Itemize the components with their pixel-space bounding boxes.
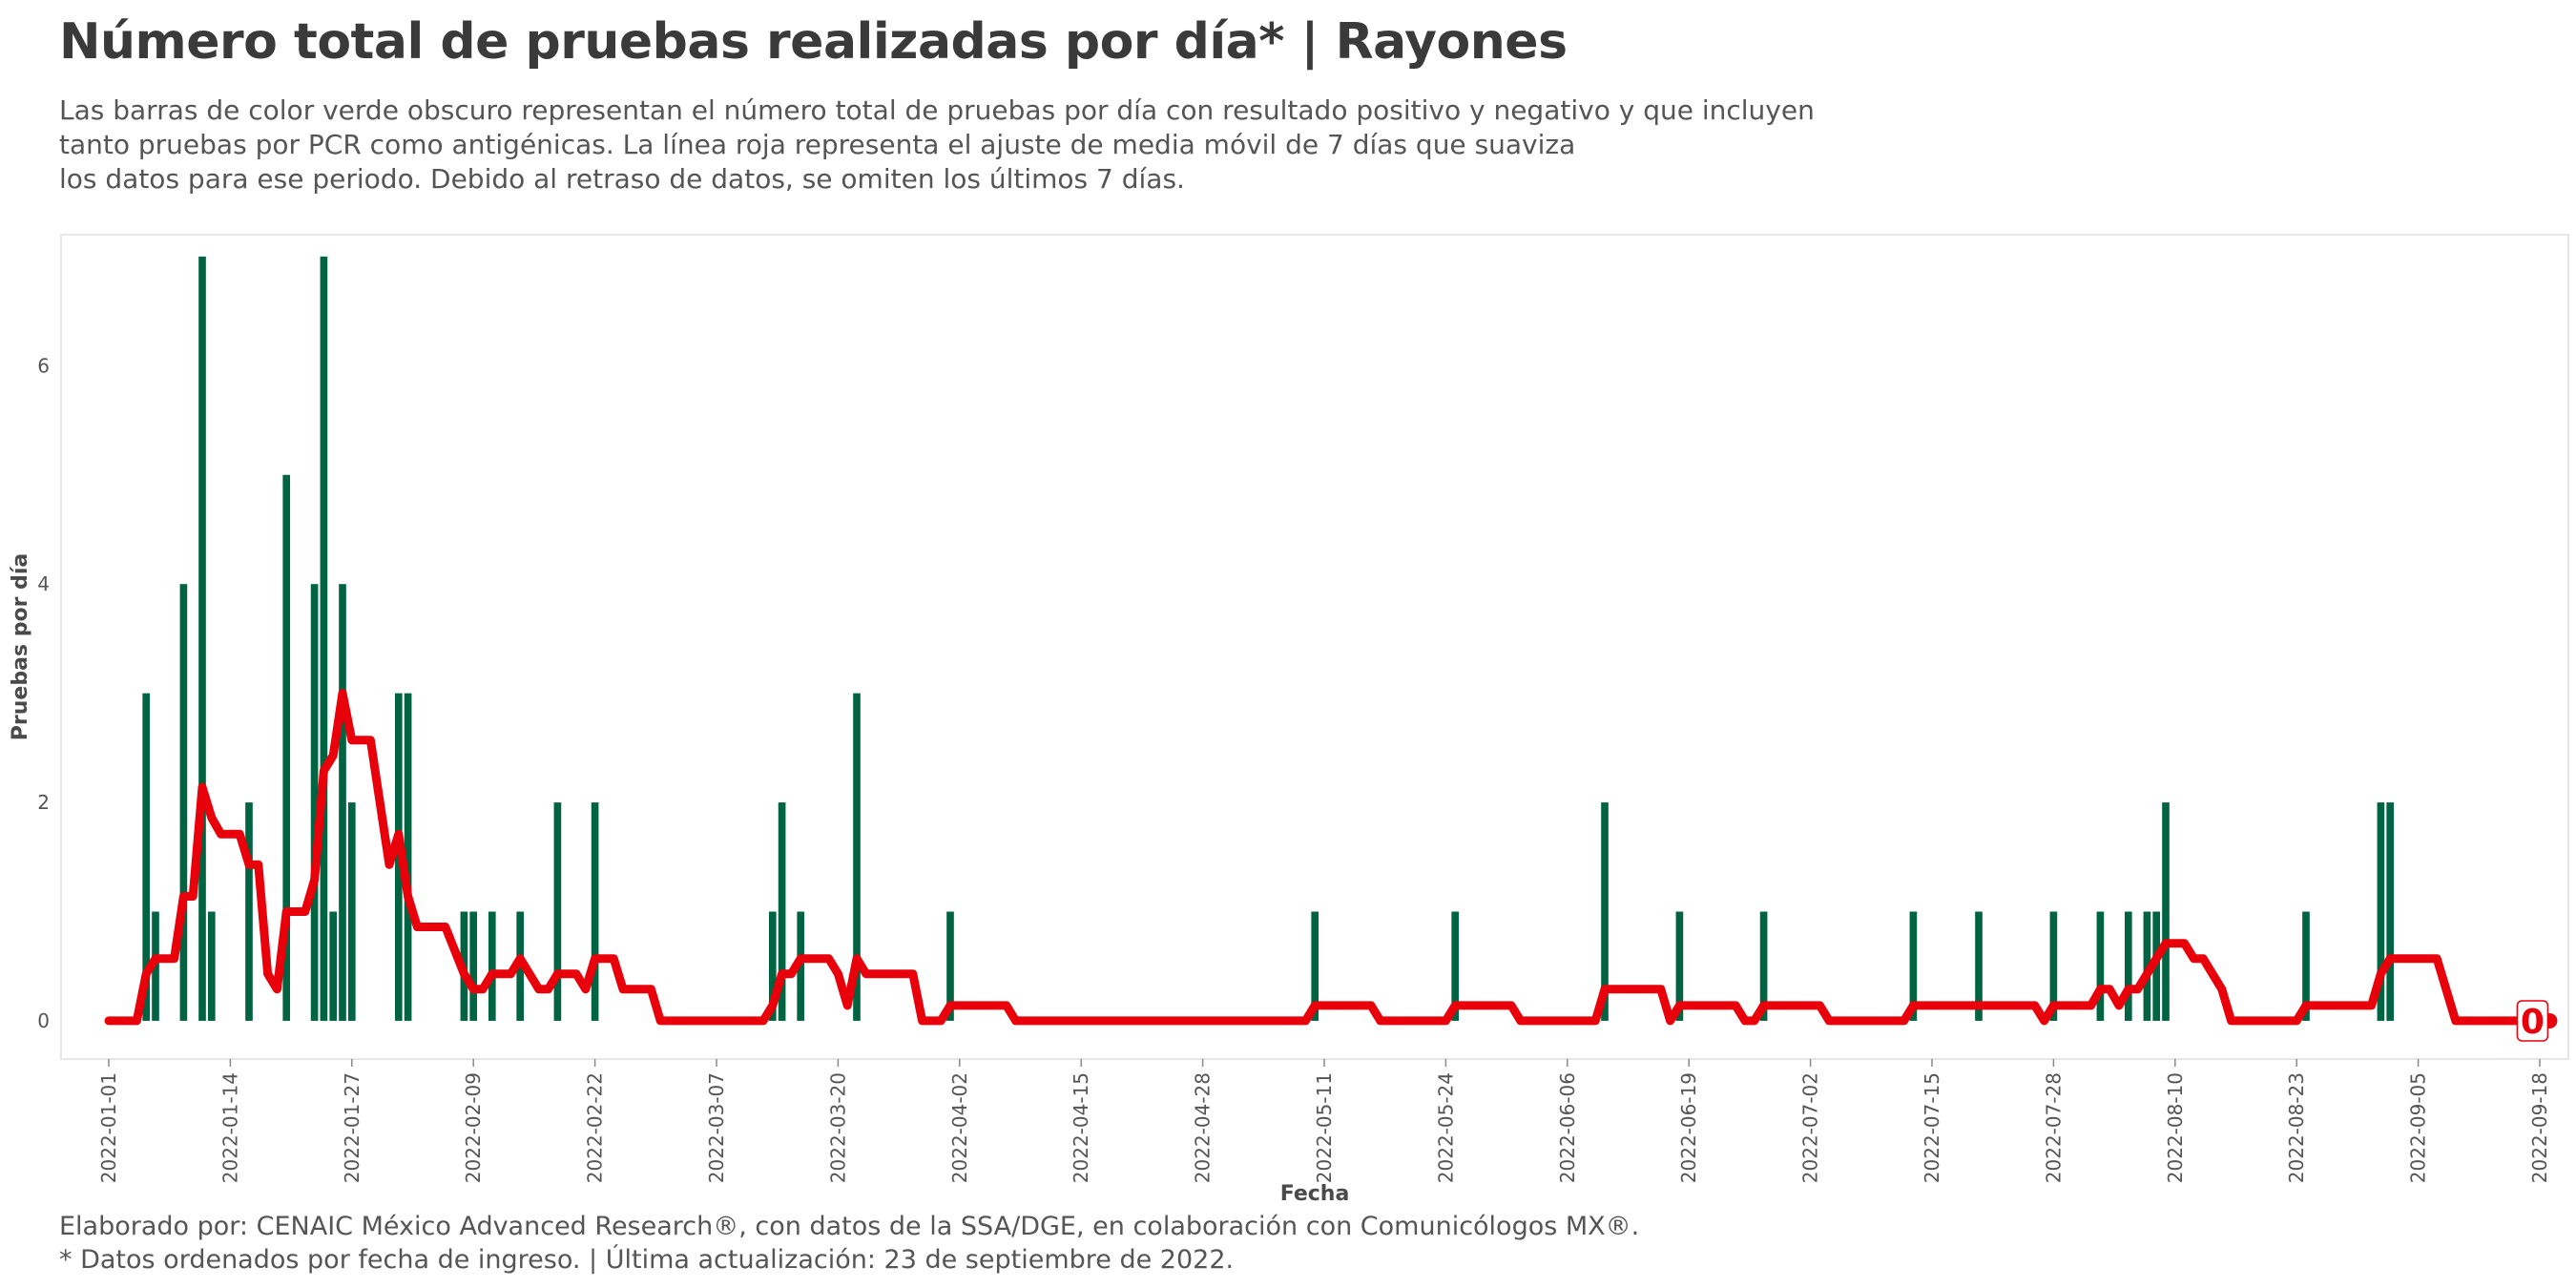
x-tick-label-2022-03-20: 2022-03-20 xyxy=(826,1072,849,1183)
bar-2022-01-09 xyxy=(179,584,188,1021)
chart-title: Número total de pruebas realizadas por d… xyxy=(59,13,1568,71)
x-tick-label-2022-07-28: 2022-07-28 xyxy=(2042,1072,2065,1183)
bar-2022-02-11 xyxy=(488,911,496,1021)
x-tick-label-2022-03-07: 2022-03-07 xyxy=(705,1072,728,1183)
bar-2022-01-26 xyxy=(339,584,346,1021)
x-tick-label-2022-09-18: 2022-09-18 xyxy=(2528,1072,2551,1183)
bar-2022-02-02 xyxy=(404,693,412,1021)
x-tick-label-2022-05-24: 2022-05-24 xyxy=(1434,1072,1457,1183)
bar-2022-09-01 xyxy=(2377,802,2385,1021)
x-tick-label-2022-06-19: 2022-06-19 xyxy=(1677,1072,1700,1183)
bar-2022-01-25 xyxy=(329,911,338,1021)
x-tick-label-2022-07-15: 2022-07-15 xyxy=(1921,1072,1943,1183)
bar-2022-03-22 xyxy=(853,693,861,1021)
bar-2022-01-11 xyxy=(198,256,206,1021)
x-tick-label-2022-02-09: 2022-02-09 xyxy=(462,1072,485,1183)
bar-2022-05-25 xyxy=(1451,911,1460,1021)
x-tick-label-2022-01-14: 2022-01-14 xyxy=(218,1072,241,1183)
caption-credits: Elaborado por: CENAIC México Advanced Re… xyxy=(59,1212,1640,1241)
moving-average-line xyxy=(104,689,2525,1026)
bar-2022-03-13 xyxy=(768,911,777,1021)
x-tick-label-2022-04-02: 2022-04-02 xyxy=(948,1072,971,1183)
bar-2022-01-23 xyxy=(310,584,319,1021)
end-point-label-box xyxy=(2516,1000,2549,1042)
y-axis: 0 2 4 6 xyxy=(37,354,50,1032)
bar-2022-01-16 xyxy=(245,802,253,1021)
bar-2022-07-20 xyxy=(1975,911,1983,1021)
bar-2022-02-22 xyxy=(591,802,599,1021)
bar-2022-06-18 xyxy=(1675,911,1684,1021)
subtitle-line-3: los datos para ese periodo. Debido al re… xyxy=(59,163,1185,195)
bar-2022-02-09 xyxy=(469,911,478,1021)
subtitle-line-1: Las barras de color verde obscuro repres… xyxy=(59,94,1815,126)
bar-2022-08-09 xyxy=(2162,802,2170,1021)
x-tick-label-2022-02-22: 2022-02-22 xyxy=(584,1072,607,1183)
y-tick-label-0: 0 xyxy=(37,1009,50,1032)
bar-2022-07-28 xyxy=(2049,911,2058,1021)
bar-2022-01-27 xyxy=(347,802,356,1021)
bar-2022-01-12 xyxy=(207,911,216,1021)
bars-layer xyxy=(142,256,2395,1021)
y-axis-title: Pruebas por día xyxy=(9,553,32,740)
end-point-marker: 0 xyxy=(2516,1000,2558,1042)
plot-panel xyxy=(60,234,2569,1060)
bar-2022-01-05 xyxy=(142,693,151,1021)
x-tick-label-2022-04-15: 2022-04-15 xyxy=(1070,1072,1092,1183)
bar-2022-07-13 xyxy=(1909,911,1918,1021)
x-axis-title: Fecha xyxy=(1280,1182,1350,1206)
x-tick-label-2022-08-23: 2022-08-23 xyxy=(2285,1072,2308,1183)
caption-footnote: * Datos ordenados por fecha de ingreso. … xyxy=(59,1245,1235,1275)
chart-subtitle: Las barras de color verde obscuro repres… xyxy=(59,93,1872,197)
bar-2022-08-02 xyxy=(2096,911,2105,1021)
bar-2022-08-05 xyxy=(2124,911,2132,1021)
chart-caption: Elaborado por: CENAIC México Advanced Re… xyxy=(59,1210,1639,1277)
x-tick-label-2022-01-01: 2022-01-01 xyxy=(97,1072,120,1183)
y-tick-label-6: 6 xyxy=(37,354,50,377)
bar-2022-01-24 xyxy=(320,256,328,1021)
y-tick-label-4: 4 xyxy=(37,572,50,595)
x-tick-label-2022-06-06: 2022-06-06 xyxy=(1556,1072,1579,1183)
y-tick-label-2: 2 xyxy=(37,791,50,814)
x-tick-label-2022-01-27: 2022-01-27 xyxy=(341,1072,364,1183)
x-axis: 2022-01-01 2022-01-14 2022-01-27 2022-02-09… xyxy=(97,1059,2551,1183)
bar-2022-06-10 xyxy=(1601,802,1609,1021)
bar-2022-01-20 xyxy=(282,474,291,1021)
x-tick-label-2022-05-11: 2022-05-11 xyxy=(1313,1072,1336,1183)
x-tick-label-2022-07-02: 2022-07-02 xyxy=(1799,1072,1822,1183)
x-tick-label-2022-08-10: 2022-08-10 xyxy=(2164,1072,2187,1183)
x-tick-label-2022-09-05: 2022-09-05 xyxy=(2407,1072,2430,1183)
bar-2022-02-18 xyxy=(553,802,562,1021)
bar-2022-03-14 xyxy=(778,802,786,1021)
bar-2022-06-27 xyxy=(1759,911,1768,1021)
x-tick-label-2022-04-28: 2022-04-28 xyxy=(1192,1072,1215,1183)
subtitle-line-2: tanto pruebas por PCR como antigénicas. … xyxy=(59,129,1576,160)
bar-2022-05-10 xyxy=(1311,911,1319,1021)
bar-2022-04-01 xyxy=(946,911,954,1021)
bar-2022-08-24 xyxy=(2302,911,2310,1021)
bar-2022-09-02 xyxy=(2386,802,2395,1021)
end-point-label: 0 xyxy=(2521,1003,2545,1042)
